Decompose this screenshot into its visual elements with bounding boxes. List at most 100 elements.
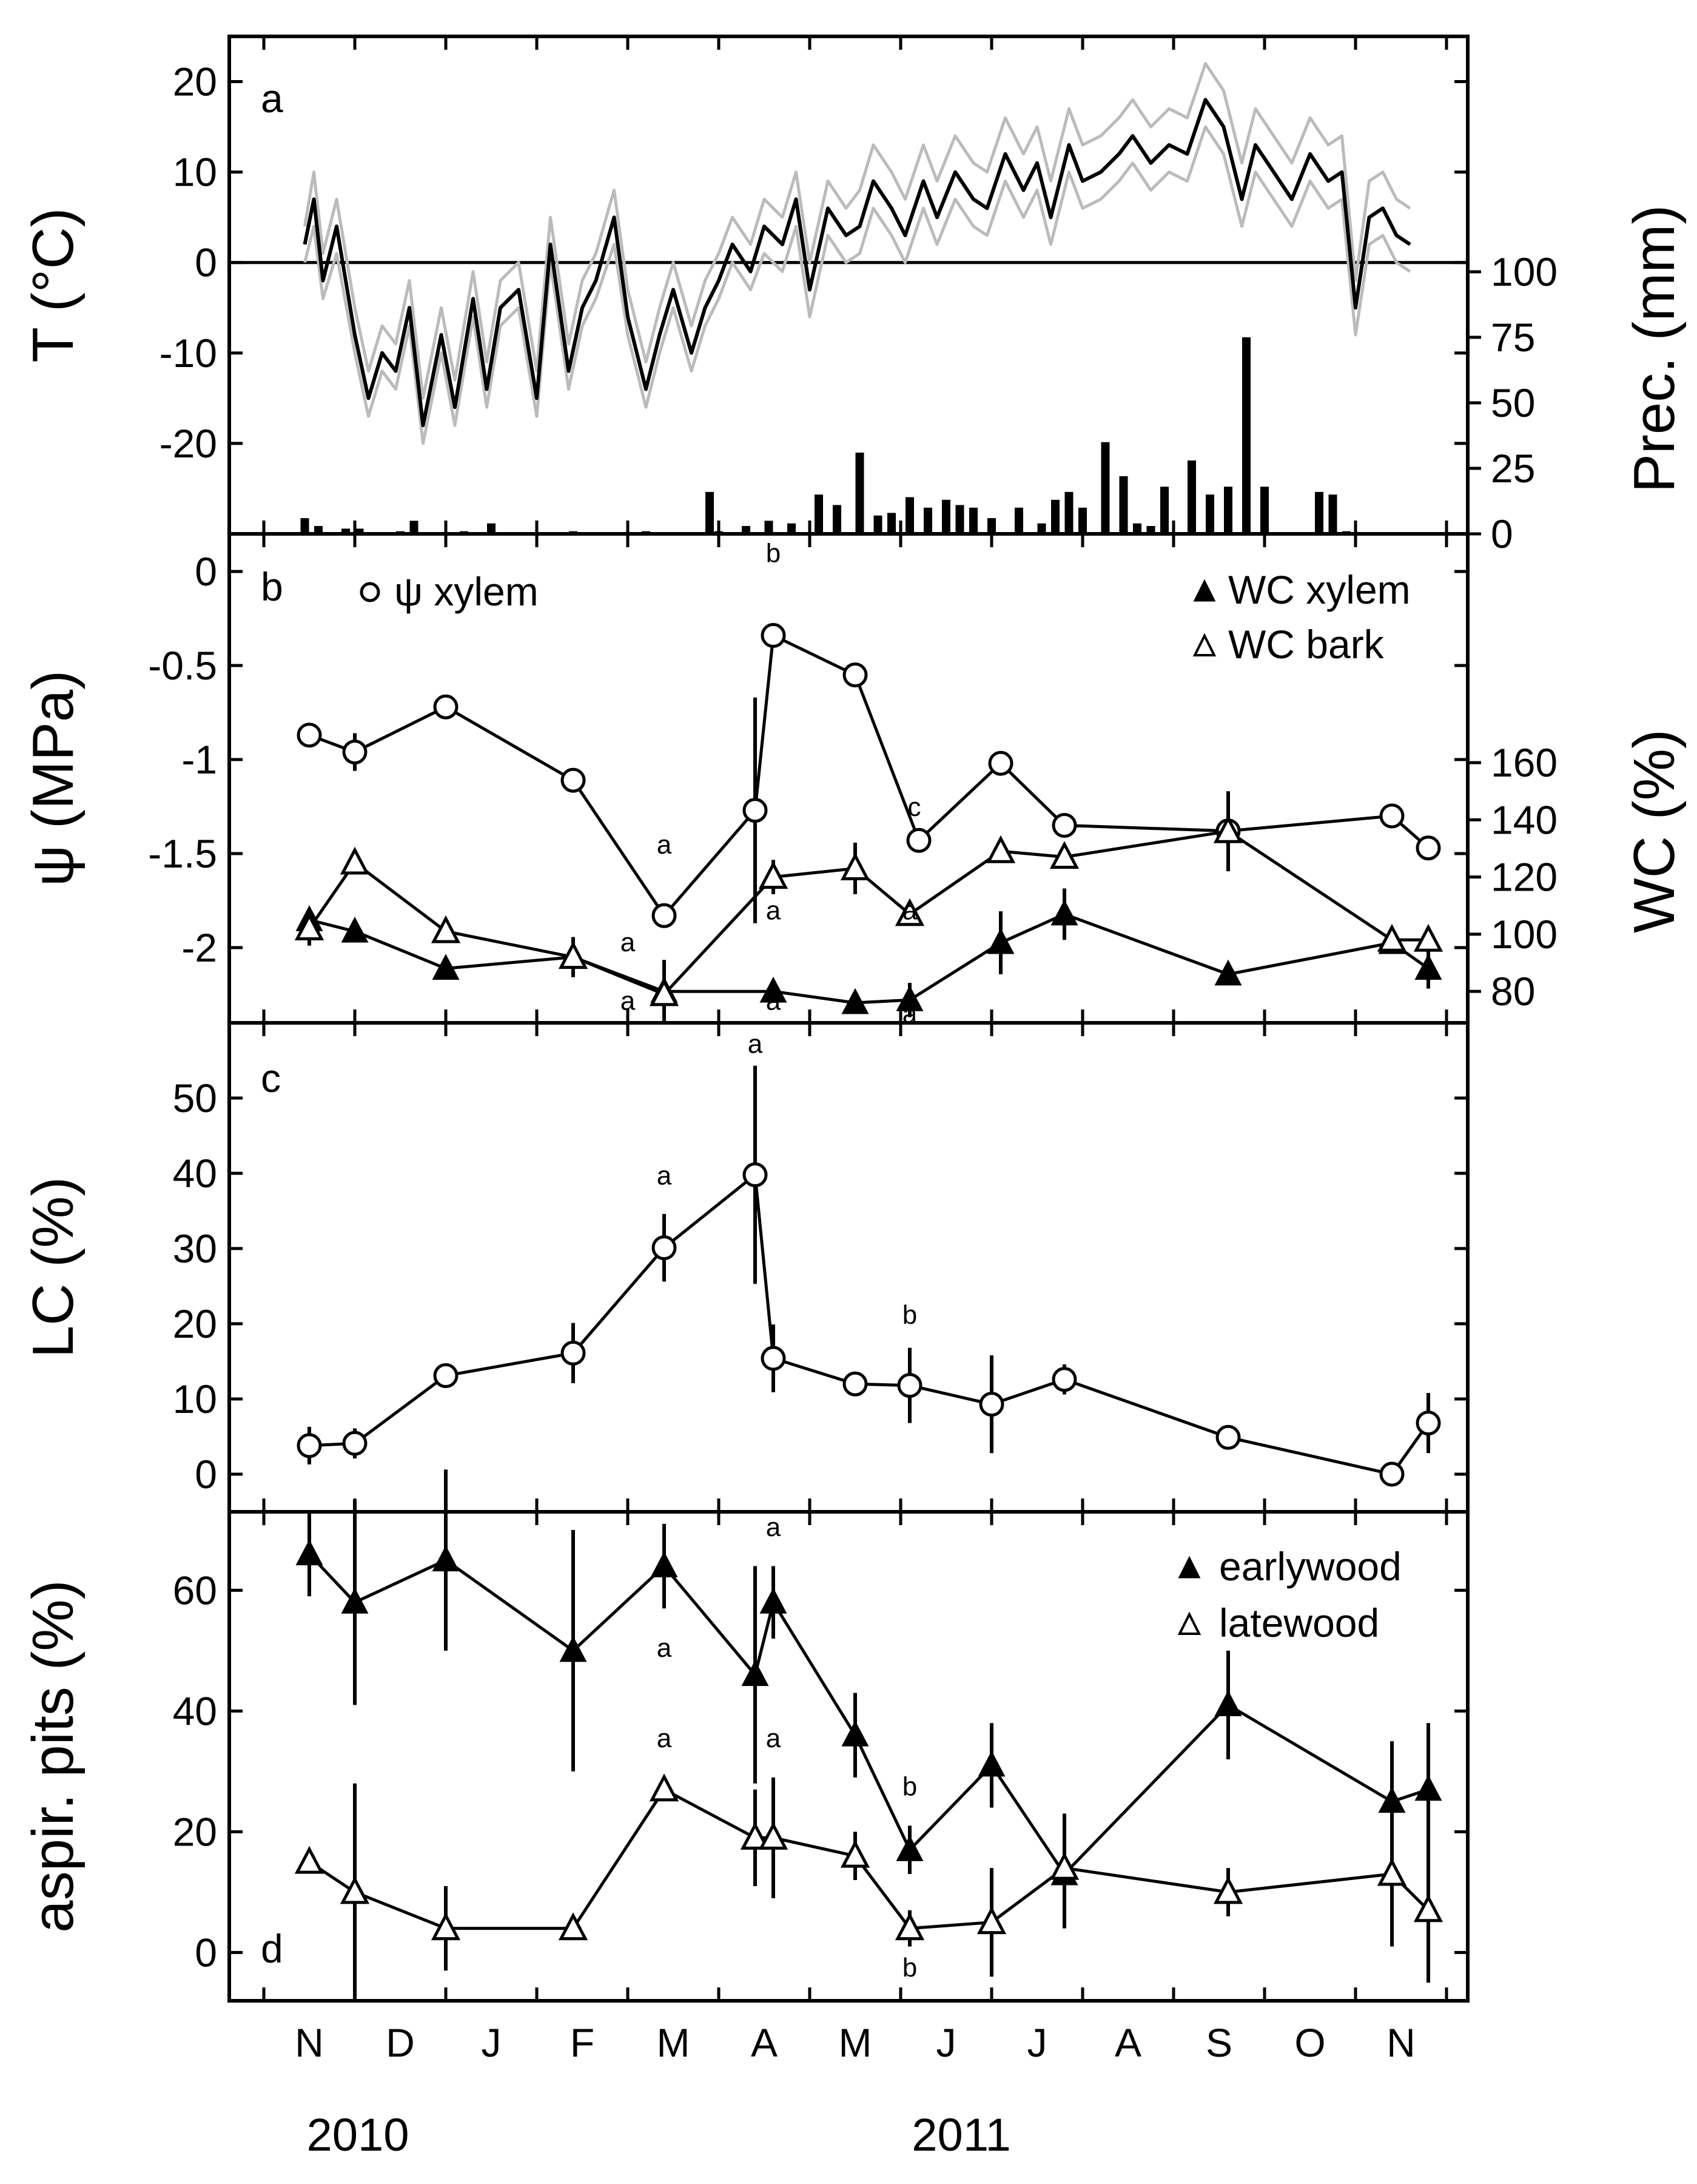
panel-b-series [295, 888, 1442, 1023]
panel-b-point [758, 861, 788, 889]
panel-a-precip-bar [987, 518, 996, 534]
panel-b-ytick-label-right: 100 [1491, 912, 1558, 957]
x-month-label: F [570, 2020, 594, 2065]
panel-b-sig-letter: a [620, 986, 636, 1016]
panel-c-point [1416, 1410, 1441, 1436]
panel-a-precip-bar [1160, 487, 1169, 534]
panel-a-precip-bar [969, 507, 978, 534]
panel-a-precip-bar [855, 453, 864, 534]
panel-a-ytick-label-right: 100 [1491, 249, 1558, 294]
panel-d-ytick-label: 60 [173, 1568, 217, 1613]
legend-psi-xylem-label: ψ xylem [394, 569, 539, 614]
panel-a-ytick-label: 0 [195, 240, 217, 285]
legend-earlywood-marker [1178, 1555, 1201, 1579]
panel-d-ytick-label: 40 [173, 1688, 217, 1733]
panel-d-point [1213, 1876, 1243, 1904]
panel-a-precip-bar [1260, 487, 1269, 534]
legend-wc-xylem-marker [1193, 579, 1216, 602]
panel-b-letter: b [261, 564, 283, 609]
panel-b-point [649, 978, 679, 1006]
panel-b-point [1052, 813, 1077, 838]
panel-b-point [986, 835, 1016, 863]
panel-b-ytick-label: 0 [195, 549, 217, 594]
panel-d-point [1414, 1774, 1442, 1801]
panel-d-sig-letter: a [766, 1724, 781, 1753]
panel-d-point [340, 1876, 370, 1904]
panel-c-ytick-label: 10 [173, 1377, 217, 1421]
x-month-label: N [295, 2020, 324, 2065]
panel-b-point [759, 976, 787, 1003]
panel-b-point [988, 750, 1013, 776]
panel-c-point [742, 1162, 768, 1187]
x-month-label: M [657, 2020, 690, 2065]
panel-b-ylabel: ψ (MPa) [21, 670, 86, 886]
legend-earlywood-label: earlywood [1219, 1544, 1402, 1589]
panel-d-point [978, 1750, 1006, 1777]
legend-psi-xylem-marker [360, 582, 380, 602]
panel-d-point [649, 1773, 679, 1802]
panel-d-point [741, 1660, 769, 1687]
panel-a-ytick-label-right: 25 [1491, 446, 1535, 491]
panel-d-point [976, 1906, 1007, 1935]
panel-d-point [1413, 1894, 1443, 1923]
panel-b-point [1049, 841, 1080, 869]
panel-a-temp-line-2 [303, 125, 1411, 445]
panel-b-series [294, 791, 1443, 1009]
panel-c-point [651, 1235, 677, 1261]
panel-a-precip-bar [396, 531, 405, 534]
panel-a-precip-bar [642, 531, 650, 534]
x-month-label: J [482, 2020, 502, 2065]
panel-c-point [897, 1373, 922, 1398]
panel-c-point [433, 1363, 459, 1389]
panel-d-sig-letter: b [902, 1953, 917, 1983]
panel-c-plot: 50 40 30 20 10 0 a a b [173, 1023, 1468, 1512]
panel-a-letter: a [261, 76, 283, 121]
panel-b-ytick-label-right: 80 [1491, 969, 1535, 1014]
panel-b-sig-letter: b [766, 539, 781, 568]
panel-d-point [758, 1821, 788, 1850]
legend-wc-xylem-label: WC xylem [1228, 567, 1411, 612]
panel-b-ytick-label: -1.5 [148, 831, 217, 876]
panel-d-point [895, 1912, 925, 1941]
panel-b-sig-letter: a [657, 830, 672, 860]
panel-b-point [906, 827, 932, 853]
panel-a-precip-bar [906, 497, 914, 534]
panel-b-point [1214, 959, 1242, 986]
panel-d-series [295, 1469, 1442, 1929]
panel-b-sig-letter: c [908, 792, 921, 822]
panel-c-letter: c [261, 1056, 281, 1100]
panel-a-precip-bar [1015, 507, 1023, 534]
panel-b-point [558, 941, 588, 969]
panel-a-precip-bar [1119, 476, 1128, 534]
x-year-label: 2011 [912, 2109, 1010, 2161]
panel-a-precip-bar [942, 499, 950, 534]
panel-b-ylabel-right: WC (%) [1622, 729, 1687, 933]
x-month-label: S [1206, 2020, 1232, 2065]
legend-wc-bark-marker [1192, 633, 1217, 656]
panel-d-line [308, 1787, 1430, 1930]
panel-b-point [1413, 923, 1443, 952]
panel-b-sig-letter: a [902, 999, 918, 1029]
panel-a-precip-bar [1051, 499, 1060, 534]
panel-d-ylabel: aspir. pits (%) [21, 1580, 86, 1932]
panel-b-point [840, 852, 870, 880]
panel-c-point [842, 1371, 868, 1397]
panel-c-point [1379, 1461, 1405, 1487]
panel-c-series [297, 1065, 1441, 1487]
panel-b-sig-letter: a [902, 896, 918, 926]
legend-latewood-label: latewood [1219, 1600, 1379, 1645]
panel-d-sig-letter: a [657, 1724, 672, 1753]
panel-b-ytick-label: -2 [181, 925, 217, 970]
panel-b-point [841, 988, 869, 1014]
x-month-label: D [386, 2020, 415, 2065]
panel-d-series [294, 1773, 1443, 2001]
panel-a-precip-bar [1315, 491, 1323, 534]
panel-b-sig-letter: a [620, 928, 636, 957]
panel-b-line [309, 633, 1430, 918]
panel-a-precip-bar [815, 494, 823, 534]
panel-b-point [651, 903, 677, 928]
panel-b-ytick-label: -0.5 [148, 643, 217, 688]
panel-a-precip-bar [833, 505, 841, 534]
panel-c-point [979, 1392, 1004, 1417]
panel-c-line [309, 1171, 1430, 1476]
